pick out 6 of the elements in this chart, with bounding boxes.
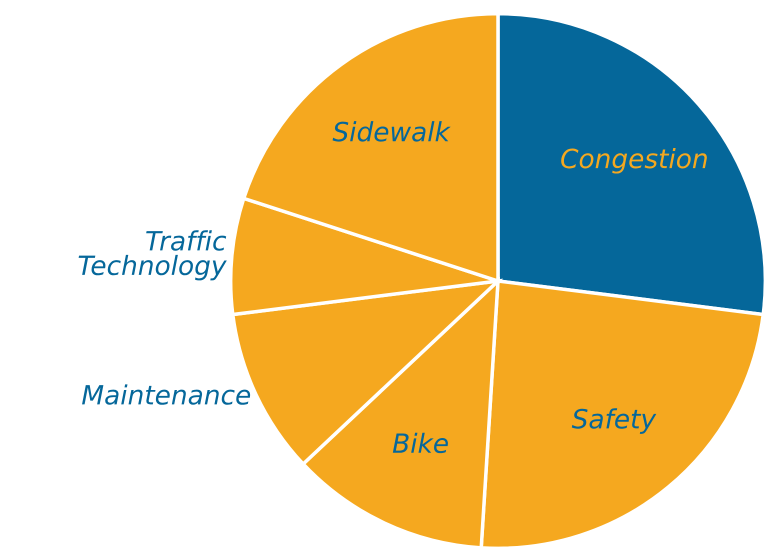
slice-label: Bike <box>392 432 448 454</box>
slice-label: Traffic Technology <box>78 230 227 280</box>
slice-label: Maintenance <box>82 384 250 405</box>
slice-label: Congestion <box>561 148 707 174</box>
slice-label: Sidewalk <box>332 121 451 142</box>
slice-label: Safety <box>572 408 656 434</box>
